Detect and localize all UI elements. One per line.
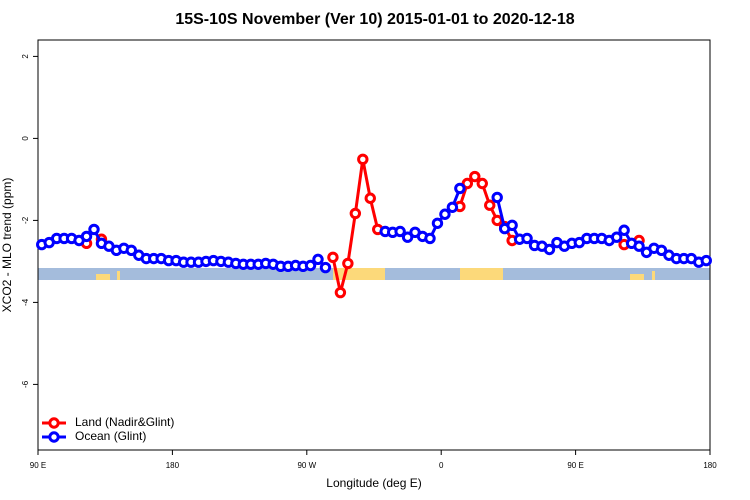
point: [342, 257, 354, 270]
y-tick-label: 0: [21, 136, 30, 141]
y-tick-label: -4: [21, 298, 30, 306]
point: [357, 153, 369, 166]
point: [401, 231, 414, 243]
land-band: [333, 268, 385, 280]
point: [327, 251, 339, 263]
point: [633, 240, 645, 252]
point: [655, 244, 668, 257]
point: [424, 232, 436, 245]
land-band: [96, 274, 110, 280]
legend-label: Ocean (Glint): [75, 429, 146, 443]
point: [506, 219, 518, 232]
point: [349, 207, 362, 220]
point: [319, 261, 332, 274]
point: [543, 243, 556, 256]
y-tick-label: -2: [21, 216, 30, 224]
point: [454, 182, 466, 195]
point: [446, 201, 459, 213]
legend-marker: [48, 417, 60, 429]
y-axis-label: XCO2 - MLO trend (ppm): [0, 178, 14, 313]
y-tick-label: 2: [21, 54, 30, 59]
point: [80, 230, 93, 243]
point: [469, 170, 481, 183]
point: [521, 232, 533, 245]
point: [88, 223, 100, 236]
chart-title: 15S-10S November (Ver 10) 2015-01-01 to …: [175, 11, 574, 28]
x-tick-label: 0: [439, 461, 444, 470]
point: [484, 199, 496, 211]
point: [439, 208, 451, 220]
x-axis-label: Longitude (deg E): [326, 476, 421, 490]
point: [125, 244, 138, 257]
point: [610, 231, 623, 243]
point: [364, 192, 376, 204]
land-band: [652, 271, 655, 280]
point: [431, 217, 444, 229]
point: [476, 177, 488, 190]
point: [618, 224, 630, 236]
legend: Land (Nadir&Glint)Ocean (Glint): [42, 415, 174, 443]
land-band: [460, 268, 503, 280]
point: [312, 253, 324, 266]
point: [394, 225, 406, 238]
land-band: [117, 271, 120, 280]
x-tick-label: 90 E: [567, 461, 583, 470]
point: [700, 254, 712, 267]
legend-label: Land (Nadir&Glint): [75, 415, 174, 429]
legend-marker: [48, 431, 60, 443]
y-tick-label: -6: [21, 380, 30, 388]
point: [461, 177, 474, 190]
x-tick-label: 180: [703, 461, 717, 470]
surface-band: [38, 268, 710, 280]
series: [36, 182, 712, 274]
point: [304, 259, 317, 272]
x-tick-label: 90 E: [30, 461, 46, 470]
x-tick-label: 90 W: [297, 461, 316, 470]
land-band: [630, 274, 644, 280]
x-tick-label: 180: [166, 461, 180, 470]
point: [491, 191, 503, 204]
point: [334, 286, 347, 299]
